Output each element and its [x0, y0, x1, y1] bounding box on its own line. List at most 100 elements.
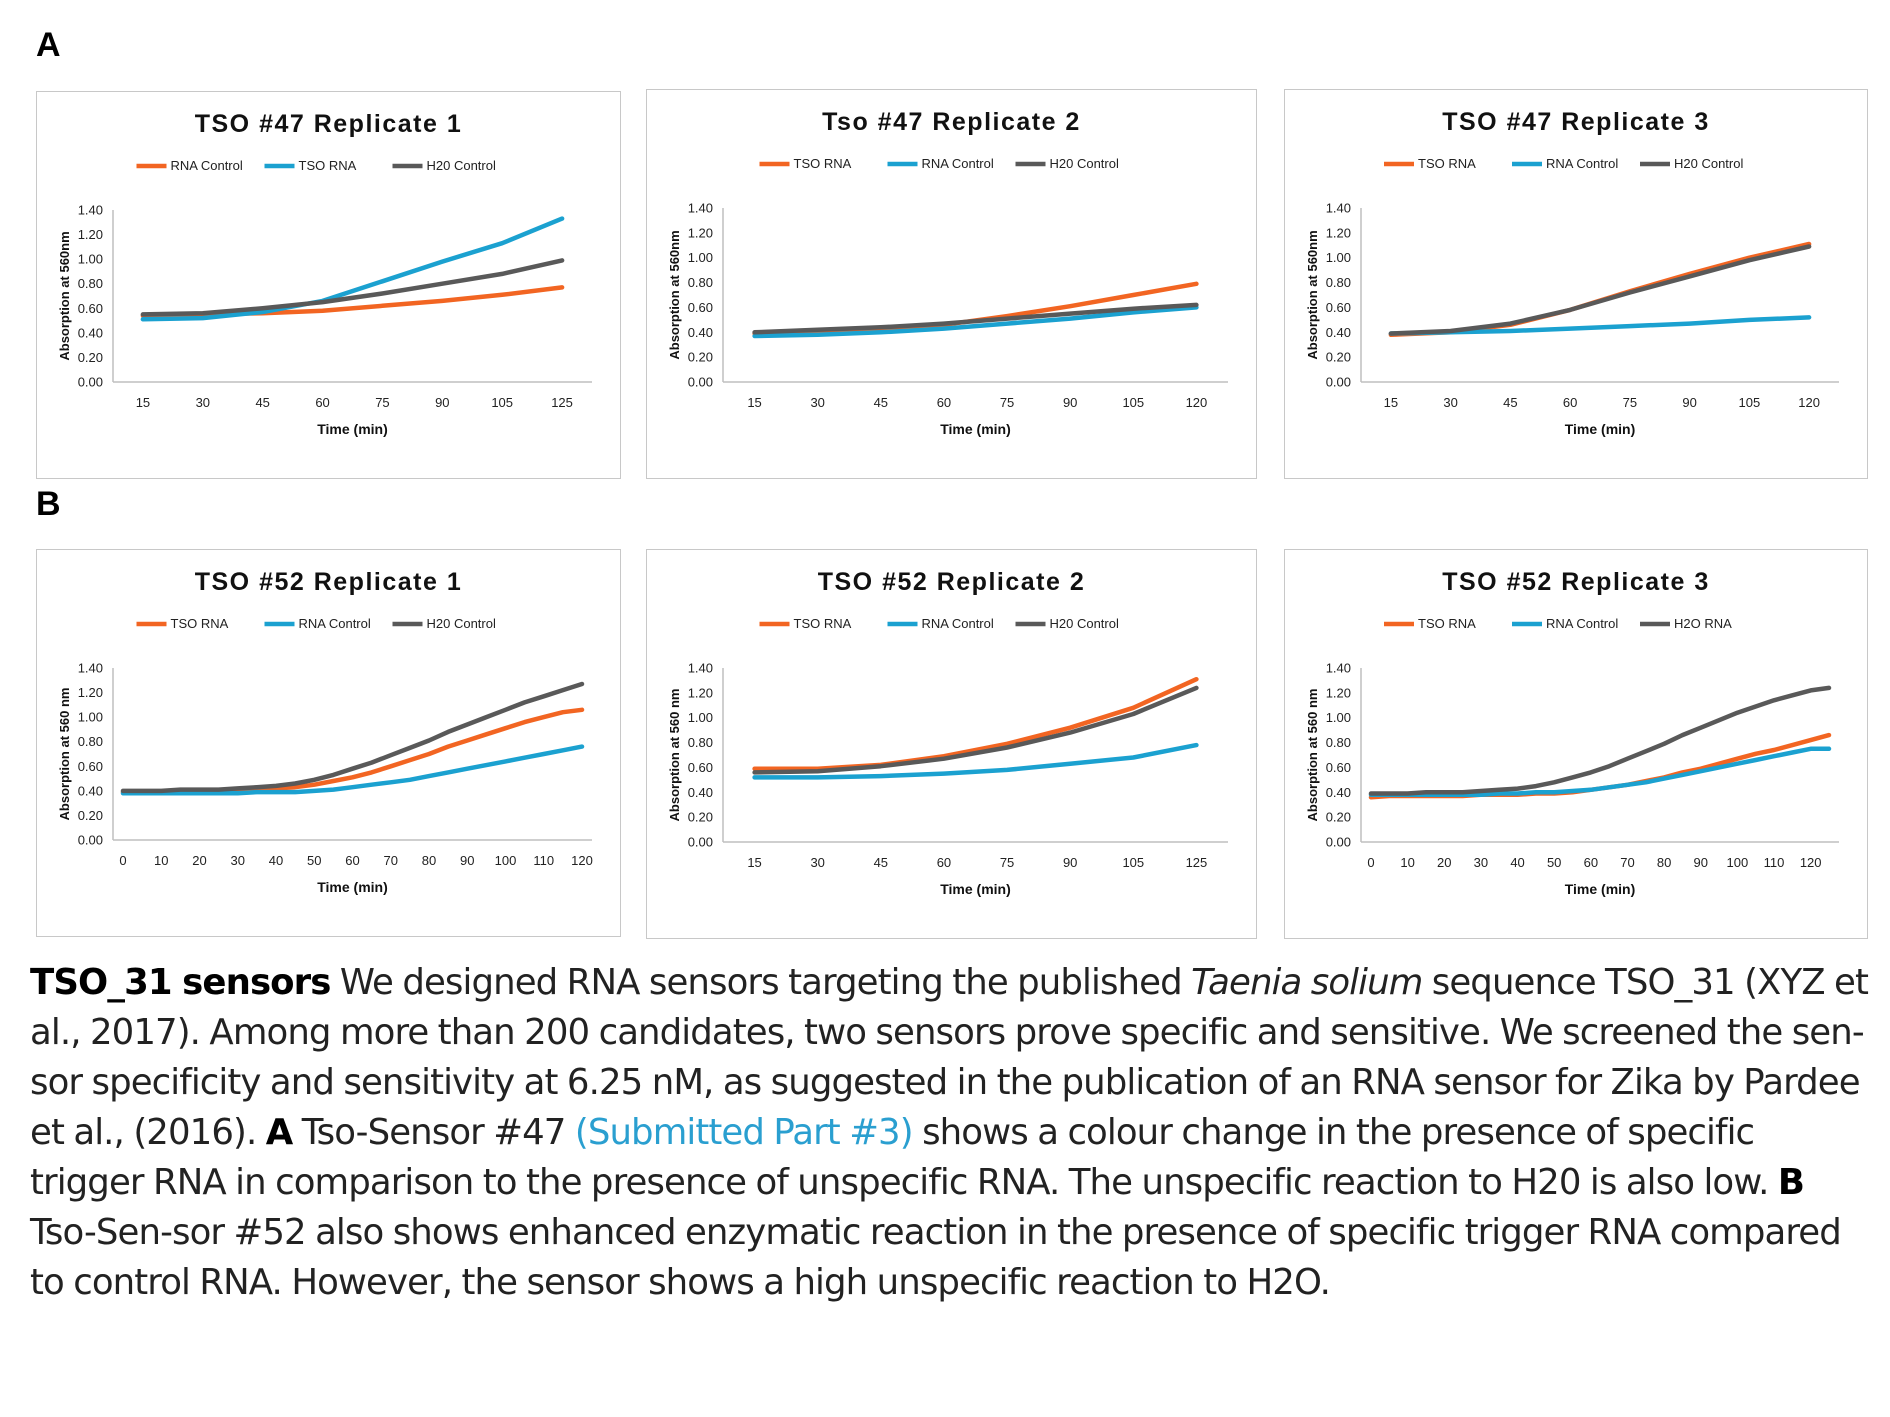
y-tick-label: 1.20 — [78, 227, 103, 242]
legend-label: H20 Control — [1050, 156, 1119, 171]
x-tick-label: 90 — [1694, 855, 1708, 870]
y-tick-label: 0.80 — [688, 735, 713, 750]
x-axis-label: Time (min) — [1565, 421, 1636, 437]
y-tick-label: 0.40 — [1326, 785, 1351, 800]
x-tick-label: 40 — [1510, 855, 1524, 870]
series-line — [752, 305, 1199, 339]
x-tick-label: 75 — [1623, 395, 1637, 410]
y-tick-label: 0.40 — [1326, 325, 1351, 340]
x-tick-label: 120 — [1800, 855, 1822, 870]
y-tick-label: 0.80 — [78, 734, 103, 749]
y-tick-label: 0.00 — [1326, 835, 1351, 850]
y-tick-label: 0.00 — [688, 835, 713, 850]
y-tick-label: 0.20 — [688, 350, 713, 365]
x-tick-label: 90 — [1063, 395, 1077, 410]
y-tick-label: 0.40 — [78, 783, 103, 798]
legend-label: RNA Control — [299, 616, 371, 631]
x-tick-label: 125 — [551, 395, 573, 410]
x-tick-label: 80 — [1657, 855, 1671, 870]
series-line — [1388, 244, 1812, 336]
chart-title: TSO #47 Replicate 1 — [195, 110, 463, 138]
x-tick-label: 100 — [1727, 855, 1749, 870]
y-tick-label: 0.20 — [688, 810, 713, 825]
x-tick-label: 40 — [269, 853, 283, 868]
x-tick-label: 110 — [533, 853, 554, 868]
x-tick-label: 30 — [1443, 395, 1457, 410]
x-tick-label: 50 — [1547, 855, 1561, 870]
chart-panel-tso47-rep3: TSO #47 Replicate 3 TSO RNA RNA Control H20… — [1284, 89, 1868, 479]
y-tick-label: 0.80 — [1326, 275, 1351, 290]
chart-title: TSO #52 Replicate 3 — [1442, 568, 1710, 596]
legend-label: H20 Control — [1050, 616, 1119, 631]
y-tick-label: 1.20 — [688, 685, 713, 700]
chart-svg: TSO #47 Replicate 1 RNA Control TSO RNA H20… — [57, 110, 592, 437]
series-line — [120, 744, 585, 796]
y-tick-label: 0.80 — [78, 276, 103, 291]
x-tick-label: 0 — [1367, 855, 1374, 870]
legend-label: TSO RNA — [1418, 156, 1476, 171]
caption-text-4: shows a colour change in the presence of… — [30, 1112, 1778, 1203]
chart-panel-tso52-rep1: TSO #52 Replicate 1 TSO RNA RNA Control H20… — [36, 549, 621, 937]
y-tick-label: 0.20 — [1326, 810, 1351, 825]
y-axis-label: Absorption at 560 nm — [1305, 689, 1320, 822]
y-tick-label: 0.40 — [688, 325, 713, 340]
y-tick-label: 0.00 — [1326, 375, 1351, 390]
x-tick-label: 120 — [1186, 395, 1208, 410]
legend-label: TSO RNA — [299, 158, 357, 173]
x-tick-label: 45 — [874, 395, 888, 410]
x-tick-label: 120 — [1798, 395, 1820, 410]
section-label-a: A — [36, 26, 61, 64]
x-tick-label: 50 — [307, 853, 321, 868]
chart-title: TSO #52 Replicate 1 — [195, 568, 463, 596]
y-tick-label: 1.20 — [688, 225, 713, 240]
x-tick-label: 20 — [1437, 855, 1451, 870]
x-tick-label: 45 — [255, 395, 269, 410]
series-line — [752, 302, 1199, 335]
series-line — [752, 742, 1199, 780]
legend-label: H20 Control — [1674, 156, 1743, 171]
x-tick-label: 30 — [1474, 855, 1488, 870]
y-tick-label: 0.20 — [78, 350, 103, 365]
y-tick-label: 1.40 — [1326, 201, 1351, 216]
chart-svg: TSO #52 Replicate 3 TSO RNA RNA Control H2O… — [1305, 568, 1839, 897]
x-tick-label: 45 — [1503, 395, 1517, 410]
legend-label: TSO RNA — [1418, 616, 1476, 631]
y-tick-label: 0.60 — [78, 301, 103, 316]
y-axis-label: Absorption at 560nm — [57, 231, 72, 360]
x-tick-label: 70 — [384, 853, 398, 868]
section-label-b: B — [36, 485, 61, 523]
chart-panel-tso47-rep1: TSO #47 Replicate 1 RNA Control TSO RNA H20… — [36, 91, 621, 479]
submitted-part-link[interactable]: (Submitted Part #3) — [574, 1112, 914, 1153]
y-tick-label: 0.80 — [1326, 735, 1351, 750]
chart-svg: TSO #52 Replicate 1 TSO RNA RNA Control H20… — [57, 568, 593, 895]
x-axis-label: Time (min) — [317, 421, 388, 437]
y-tick-label: 1.00 — [1326, 710, 1351, 725]
chart-title: Tso #47 Replicate 2 — [822, 108, 1081, 136]
chart-title: TSO #52 Replicate 2 — [818, 568, 1086, 596]
caption-text-3: Tso-Sensor #47 — [292, 1112, 575, 1153]
series-line — [120, 707, 585, 795]
x-axis-label: Time (min) — [1565, 881, 1636, 897]
legend-label: TSO RNA — [794, 156, 852, 171]
y-tick-label: 1.00 — [78, 710, 103, 725]
y-tick-label: 1.40 — [78, 661, 103, 676]
y-tick-label: 1.20 — [1326, 225, 1351, 240]
series-line — [120, 681, 585, 794]
y-tick-label: 0.20 — [78, 808, 103, 823]
legend-label: RNA Control — [1546, 616, 1618, 631]
x-axis-label: Time (min) — [317, 879, 388, 895]
chart-panel-tso52-rep2: TSO #52 Replicate 2 TSO RNA RNA Control H20… — [646, 549, 1257, 939]
x-tick-label: 110 — [1764, 855, 1785, 870]
x-tick-label: 10 — [1400, 855, 1414, 870]
figure-caption: TSO_31 sensors We designed RNA sensors t… — [30, 958, 1875, 1308]
y-tick-label: 0.60 — [688, 300, 713, 315]
y-tick-label: 1.40 — [688, 661, 713, 676]
legend-label: H20 Control — [427, 158, 496, 173]
y-tick-label: 1.40 — [688, 201, 713, 216]
x-tick-label: 0 — [119, 853, 126, 868]
chart-panel-tso47-rep2: Tso #47 Replicate 2 TSO RNA RNA Control H20… — [646, 89, 1257, 479]
legend-label: H2O RNA — [1674, 616, 1732, 631]
caption-species: Taenia solium — [1191, 962, 1423, 1003]
y-tick-label: 1.00 — [688, 710, 713, 725]
chart-panel-tso52-rep3: TSO #52 Replicate 3 TSO RNA RNA Control H2O… — [1284, 549, 1868, 939]
